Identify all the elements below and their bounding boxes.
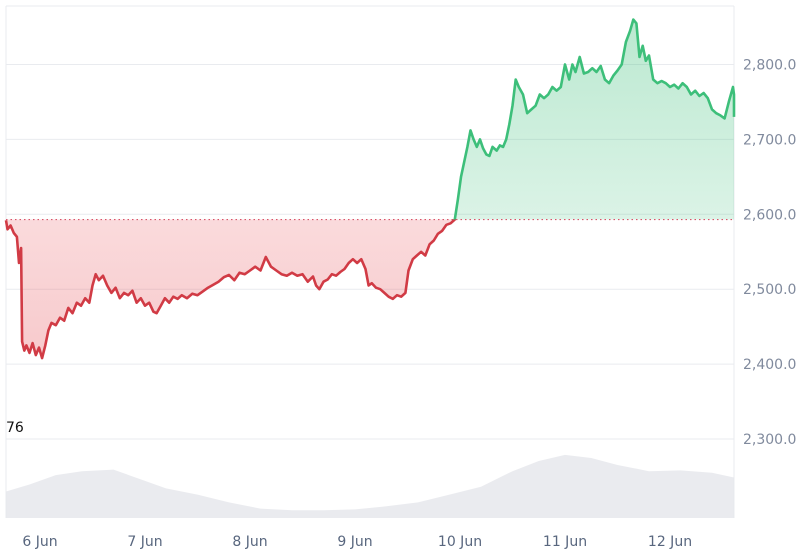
x-tick-label: 8 Jun bbox=[232, 534, 267, 550]
volume-label: 76 bbox=[6, 420, 24, 436]
y-tick-label: 2,500.0 bbox=[743, 282, 796, 298]
price-line-down bbox=[4, 219, 457, 360]
x-tick-label: 11 Jun bbox=[543, 534, 587, 550]
x-tick-label: 7 Jun bbox=[127, 534, 162, 550]
area-above-baseline bbox=[454, 19, 734, 220]
y-tick-label: 2,700.0 bbox=[743, 132, 796, 148]
x-tick-label: 10 Jun bbox=[438, 534, 482, 550]
y-tick-label: 2,800.0 bbox=[743, 58, 796, 74]
volume-area bbox=[6, 454, 734, 518]
y-tick-label: 2,400.0 bbox=[743, 357, 796, 373]
x-tick-label: 9 Jun bbox=[337, 534, 372, 550]
x-tick-label: 6 Jun bbox=[22, 534, 57, 550]
x-axis: 6 Jun 7 Jun 8 Jun 9 Jun 10 Jun 11 Jun 12 Jun bbox=[22, 534, 692, 550]
price-line-up bbox=[452, 18, 736, 220]
y-tick-label: 2,600.0 bbox=[743, 207, 796, 223]
area-below-baseline bbox=[6, 219, 734, 359]
volume-shape bbox=[6, 454, 734, 518]
y-tick-label: 2,300.0 bbox=[743, 432, 796, 448]
price-area-fill bbox=[6, 19, 734, 359]
y-axis: 2,300.0 2,400.0 2,500.0 2,600.0 2,700.0 2,800… bbox=[743, 58, 796, 449]
x-tick-label: 12 Jun bbox=[648, 534, 692, 550]
price-line bbox=[4, 18, 736, 360]
